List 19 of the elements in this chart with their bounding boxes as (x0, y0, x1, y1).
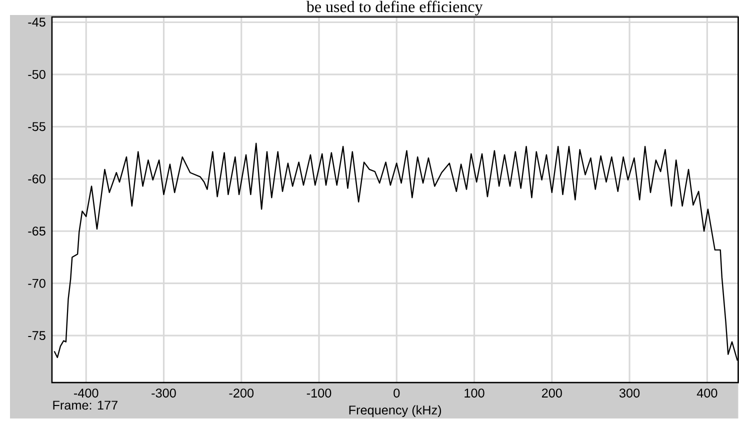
x-tick-label: -300 (152, 388, 176, 398)
x-tick-label: 0 (394, 388, 400, 398)
y-tick-label: -65 (28, 226, 46, 236)
x-tick-label: -100 (306, 388, 332, 398)
x-tick-label: 200 (542, 388, 562, 398)
y-tick-label: -50 (28, 70, 46, 80)
y-tick-label: -70 (28, 279, 46, 288)
y-tick-label: -55 (28, 122, 46, 132)
x-tick-label: -400 (74, 388, 98, 398)
text: be used to define efficiency (306, 0, 483, 16)
x-tick-label: 400 (696, 388, 718, 398)
x-tick-label: -200 (229, 388, 254, 398)
y-tick-label: -75 (28, 331, 46, 340)
x-tick-label: 100 (464, 388, 484, 398)
text: Frame: 177 (53, 401, 118, 410)
x-tick-label: 300 (619, 388, 640, 398)
x-axis-title: Frequency (kHz) (349, 406, 442, 418)
y-tick-label: -45 (28, 18, 46, 27)
y-tick-label: -60 (28, 174, 46, 184)
